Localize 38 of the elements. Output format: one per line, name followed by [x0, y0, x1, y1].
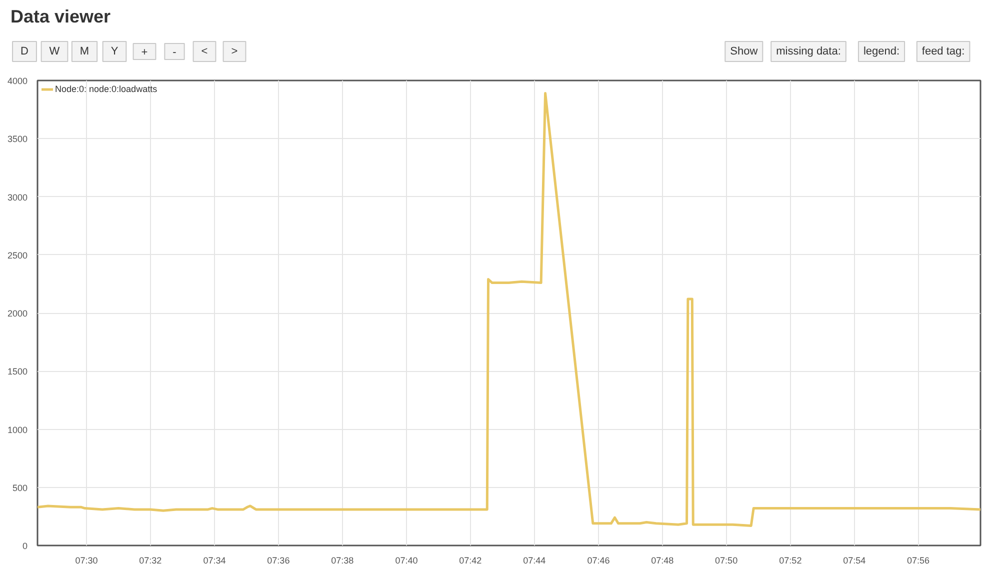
y-tick-label: 2500 [7, 250, 28, 260]
line-series [38, 92, 980, 527]
y-tick-label: 2000 [7, 308, 28, 318]
text: > [231, 46, 238, 58]
x-tick-label: 07:34 [203, 556, 226, 566]
x-tick-label: 07:40 [395, 556, 418, 566]
text: M [80, 46, 90, 58]
x-tick-label: 07:50 [715, 556, 738, 566]
y-tick-label: 1000 [7, 424, 28, 435]
x-tick-label: 07:56 [907, 556, 930, 566]
y-tick-label: 500 [12, 482, 28, 493]
text: Y [110, 46, 119, 58]
text: missing data: [776, 46, 841, 58]
legend-label: Node:0: node:0:loadwatts [55, 84, 158, 94]
chart-title: Data viewer [10, 6, 111, 26]
x-tick-label: 07:52 [779, 556, 802, 566]
x-tick-label: 07:36 [267, 556, 290, 566]
text: legend: [863, 46, 900, 58]
x-tick-label: 07:48 [651, 556, 674, 566]
x-tick-label: 07:44 [523, 556, 546, 566]
text: < [201, 46, 208, 58]
text: feed tag: [922, 46, 965, 58]
text: + [141, 46, 148, 58]
x-tick-label: 07:38 [331, 556, 354, 566]
y-tick-label: 3000 [7, 192, 28, 202]
text: Show [730, 46, 758, 58]
text: W [49, 46, 60, 58]
y-tick-label: 4000 [7, 76, 28, 86]
y-tick-label: 0 [22, 541, 28, 551]
x-tick-label: 07:42 [459, 556, 482, 566]
y-tick-label: 3500 [7, 134, 28, 144]
x-tick-label: 07:32 [139, 556, 162, 566]
x-tick-label: 07:46 [587, 556, 610, 566]
x-tick-label: 07:54 [843, 556, 866, 566]
text: D [20, 46, 29, 58]
y-tick-label: 1500 [7, 366, 28, 377]
x-tick-label: 07:30 [75, 556, 98, 566]
text: - [172, 46, 177, 58]
